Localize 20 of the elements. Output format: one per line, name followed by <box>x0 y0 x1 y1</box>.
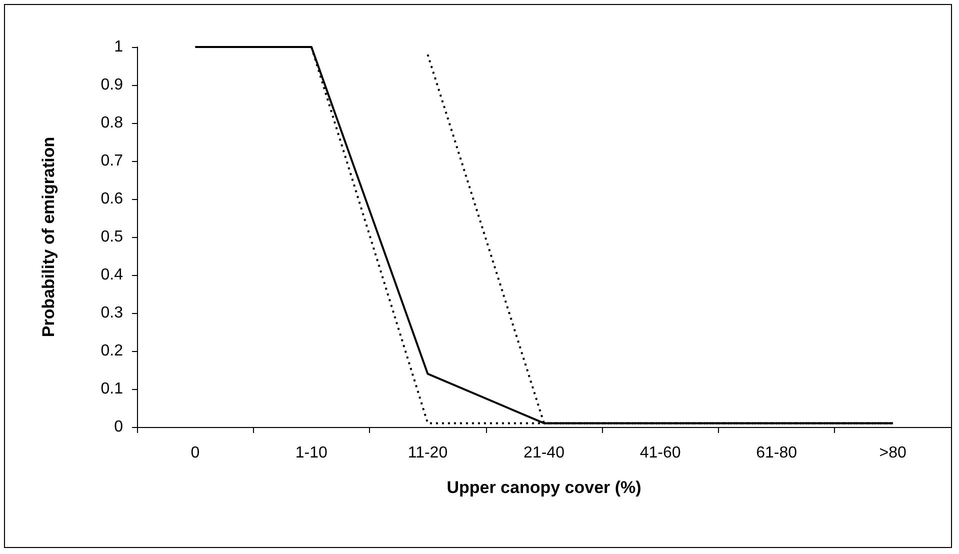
x-tick-label: 21-40 <box>524 444 565 462</box>
y-tick-label: 0 <box>114 418 124 436</box>
x-axis-title: Upper canopy cover (%) <box>446 478 642 497</box>
x-tick-label: >80 <box>879 444 907 462</box>
x-tick-label: 1-10 <box>295 444 328 462</box>
x-tick-label: 41-60 <box>640 444 681 462</box>
y-tick-label: 0.2 <box>100 342 124 360</box>
y-tick-label: 0.5 <box>100 228 124 246</box>
y-tick-label: 0.4 <box>100 266 124 284</box>
y-tick-label: 1 <box>114 38 124 56</box>
y-tick-label: 0.9 <box>100 76 124 94</box>
x-tick-label: 0 <box>190 444 200 462</box>
y-tick-label: 0.8 <box>100 114 124 132</box>
y-tick-label: 0.7 <box>100 152 124 170</box>
x-tick-label: 61-80 <box>756 444 798 462</box>
y-axis-title: Probability of emigration <box>39 136 58 338</box>
y-tick-label: 0.6 <box>100 190 124 208</box>
x-tick-label: 11-20 <box>408 444 448 462</box>
y-tick-label: 0.1 <box>100 380 124 398</box>
y-tick-label: 0.3 <box>100 304 124 322</box>
